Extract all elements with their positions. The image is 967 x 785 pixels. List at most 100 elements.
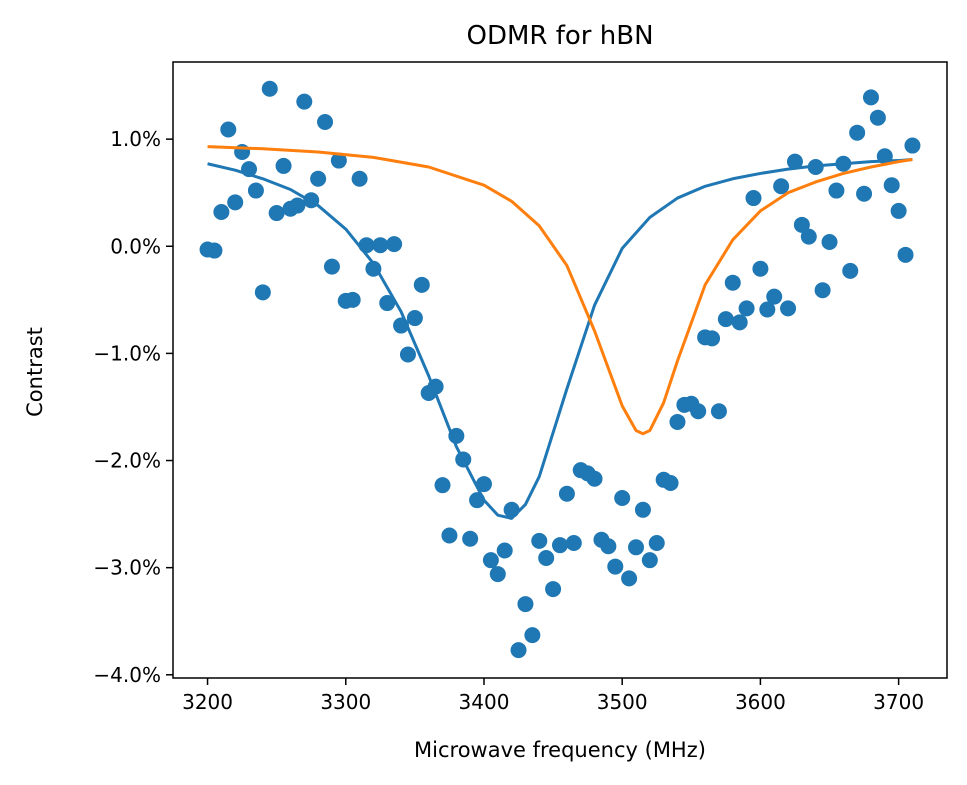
data-point — [828, 182, 845, 199]
data-point — [261, 80, 278, 97]
data-point — [897, 246, 914, 263]
data-point — [634, 501, 651, 518]
data-point — [662, 475, 679, 492]
data-point — [558, 485, 575, 502]
data-point — [323, 258, 340, 275]
data-point — [482, 552, 499, 569]
data-point — [849, 124, 866, 141]
data-point — [669, 413, 686, 430]
fit-line-1 — [207, 157, 913, 520]
data-point — [475, 476, 492, 493]
plot-area — [199, 80, 921, 659]
x-axis-label: Microwave frequency (MHz) — [414, 738, 706, 762]
data-point — [517, 596, 534, 613]
x-tick-label: 3200 — [182, 690, 233, 714]
data-point — [793, 216, 810, 233]
data-point — [206, 242, 223, 259]
y-tick-label: −3.0% — [93, 556, 161, 580]
y-tick-label: −1.0% — [93, 341, 161, 365]
data-point — [358, 237, 375, 254]
data-point — [724, 274, 741, 291]
y-tick-label: 1.0% — [110, 127, 161, 151]
data-point — [565, 535, 582, 552]
data-point — [268, 205, 285, 222]
data-point — [717, 311, 734, 328]
data-point — [621, 570, 638, 587]
y-tick-label: −4.0% — [93, 663, 161, 687]
data-point — [406, 310, 423, 327]
data-point — [317, 113, 334, 130]
data-point — [247, 182, 264, 199]
data-point — [883, 177, 900, 194]
data-point — [842, 262, 859, 279]
data-point — [462, 530, 479, 547]
data-point — [821, 233, 838, 250]
data-point — [372, 237, 389, 254]
data-point — [814, 282, 831, 299]
data-point — [890, 202, 907, 219]
data-point — [379, 295, 396, 312]
x-tick-label: 3500 — [597, 690, 648, 714]
y-axis: 1.0% 0.0% −1.0% −2.0% −3.0% −4.0% — [93, 127, 173, 687]
data-point — [607, 558, 624, 575]
data-point — [213, 203, 230, 220]
data-point — [862, 89, 879, 106]
data-point — [738, 300, 755, 317]
data-point — [552, 537, 568, 554]
data-point — [648, 535, 665, 552]
data-point — [310, 170, 327, 187]
data-point — [800, 228, 817, 245]
data-point — [510, 642, 527, 659]
data-point — [489, 566, 506, 583]
data-point — [289, 197, 306, 214]
data-point — [254, 284, 271, 301]
data-point — [704, 330, 721, 347]
data-point — [614, 490, 631, 507]
data-point — [434, 477, 451, 494]
data-point — [386, 236, 403, 253]
data-point — [227, 194, 244, 211]
data-point — [731, 314, 748, 331]
data-point — [296, 93, 313, 110]
x-tick-label: 3400 — [459, 690, 510, 714]
x-tick-label: 3300 — [320, 690, 371, 714]
data-point — [904, 137, 921, 154]
data-point — [545, 581, 562, 598]
data-point — [628, 539, 645, 556]
data-point — [710, 403, 727, 420]
data-point — [773, 178, 790, 195]
data-point — [752, 260, 769, 277]
data-point — [531, 532, 548, 549]
data-point — [766, 288, 783, 305]
data-point — [275, 157, 292, 174]
x-tick-label: 3600 — [735, 690, 786, 714]
data-point — [413, 276, 430, 293]
data-point — [869, 109, 886, 126]
data-point — [496, 542, 513, 559]
data-point — [330, 152, 347, 169]
fit-line-2 — [207, 145, 913, 436]
chart-title: ODMR for hBN — [466, 21, 653, 51]
data-point — [745, 190, 762, 207]
data-point — [441, 527, 458, 544]
y-axis-label: Contrast — [23, 327, 47, 417]
data-point — [399, 346, 416, 363]
data-point — [351, 170, 368, 187]
data-point — [503, 501, 520, 518]
data-point — [856, 185, 873, 202]
data-point — [780, 300, 797, 317]
data-point — [220, 121, 237, 138]
data-point — [786, 153, 803, 170]
data-point — [690, 403, 707, 420]
data-point — [344, 291, 361, 308]
x-axis: 3200 3300 3400 3500 3600 3700 — [182, 678, 924, 714]
axes-frame — [172, 61, 948, 679]
data-point — [586, 470, 603, 487]
y-tick-label: 0.0% — [110, 234, 161, 258]
data-point — [538, 550, 555, 567]
data-point — [641, 552, 658, 569]
data-point — [600, 538, 617, 555]
x-tick-label: 3700 — [873, 690, 924, 714]
data-point — [524, 627, 541, 644]
